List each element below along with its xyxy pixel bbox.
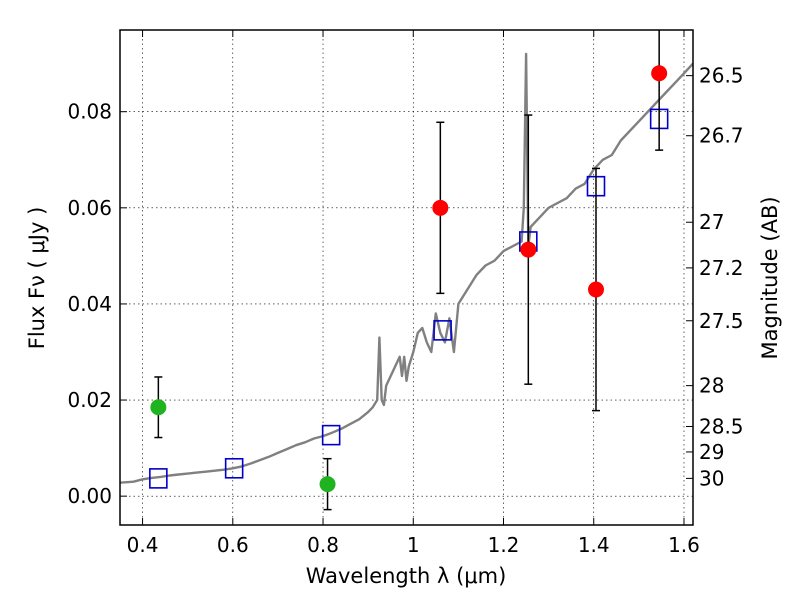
grid xyxy=(120,30,693,525)
model-square xyxy=(321,424,341,446)
plot-frame xyxy=(119,29,694,526)
axes: 0.4 0.6 0.8 1 1.2 1.4 1.6 0.00 0.02 0.04 0.06 0.08 2… xyxy=(67,30,744,557)
model-square xyxy=(149,468,168,489)
y-tick-label: 0.02 xyxy=(67,388,112,412)
right-tick-label: 29 xyxy=(699,440,724,464)
data-point xyxy=(520,241,537,258)
y-axis-label: Flux Fν ( μJy ) xyxy=(25,207,49,350)
right-axis-label: Magnitude (AB) xyxy=(758,196,782,359)
data-point xyxy=(432,199,449,216)
x-tick-label: 0.8 xyxy=(307,533,339,557)
plot-area xyxy=(120,30,693,511)
data-point xyxy=(319,476,336,493)
x-tick-label: 1 xyxy=(407,533,420,557)
right-tick-label: 28.5 xyxy=(699,414,744,438)
spectrum-line xyxy=(120,52,693,484)
model-square xyxy=(433,320,452,341)
right-tick-label: 26.5 xyxy=(699,64,744,88)
y-tick-label: 0.08 xyxy=(67,100,112,124)
data-point xyxy=(651,65,668,82)
right-tick-label: 27.2 xyxy=(699,256,744,280)
data-point xyxy=(150,399,167,416)
x-tick-label: 1.6 xyxy=(668,533,700,557)
x-tick-label: 1.2 xyxy=(488,533,520,557)
right-tick-label: 30 xyxy=(699,466,724,490)
model-square xyxy=(224,457,244,479)
y-tick-label: 0.00 xyxy=(67,484,112,508)
x-tick-label: 1.4 xyxy=(578,533,610,557)
right-tick-label: 27.5 xyxy=(699,309,744,333)
series-group xyxy=(120,30,693,511)
y-tick-label: 0.06 xyxy=(67,196,112,220)
x-axis-label: Wavelength λ (μm) xyxy=(306,564,507,588)
data-point xyxy=(587,281,604,298)
y-tick-label: 0.04 xyxy=(67,292,112,316)
right-tick-label: 28 xyxy=(699,374,724,398)
x-tick-label: 0.4 xyxy=(127,533,159,557)
x-tick-label: 0.6 xyxy=(217,533,249,557)
right-tick-label: 26.7 xyxy=(699,124,744,148)
right-tick-label: 27 xyxy=(699,210,724,234)
